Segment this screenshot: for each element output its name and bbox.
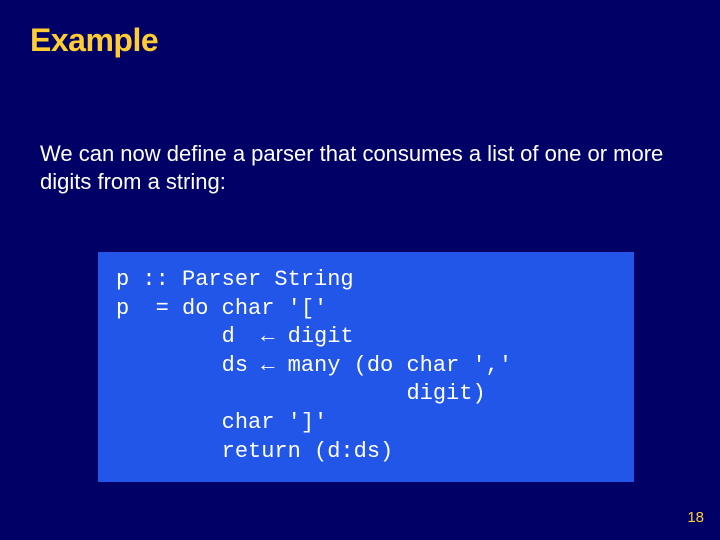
code-box: p :: Parser String p = do char '[' d ← d… (98, 252, 634, 482)
slide-body-text: We can now define a parser that consumes… (40, 140, 680, 196)
slide-title: Example (30, 22, 158, 59)
page-number: 18 (687, 509, 704, 526)
code-content: p :: Parser String p = do char '[' d ← d… (116, 266, 616, 466)
